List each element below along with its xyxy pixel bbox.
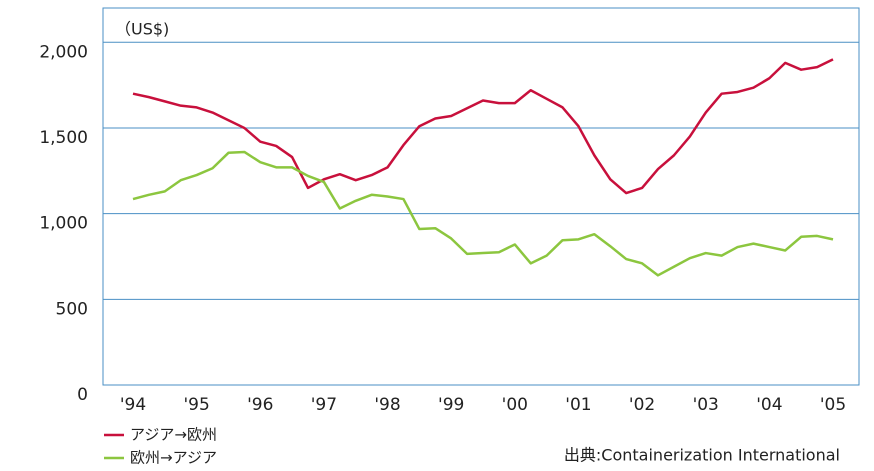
x-tick-label: '02 [629,395,655,415]
x-tick-label: '00 [502,395,528,415]
unit-label: （US$) [115,20,169,39]
y-tick-label: 500 [56,299,88,319]
x-tick-label: '03 [693,395,719,415]
x-tick-label: '05 [820,395,846,415]
x-tick-label: '95 [183,395,209,415]
plot-frame [102,7,860,386]
x-tick-label: '97 [311,395,337,415]
x-tick-label: '04 [756,395,782,415]
y-tick-label: 1,500 [39,128,88,148]
series-line [132,58,834,195]
x-tick-label: '94 [120,395,146,415]
source: 出典:Containerization International [564,446,840,465]
y-tick-label: 0 [77,385,88,405]
x-tick-label: '96 [247,395,273,415]
x-tick-label: '99 [438,395,464,415]
legend-label: アジア→欧州 [130,426,217,444]
y-tick-label: 2,000 [39,42,88,62]
x-tick-label: '01 [565,395,591,415]
series-line [132,150,834,277]
x-tick-label: '98 [374,395,400,415]
legend-label: 欧州→アジア [130,449,217,467]
y-tick-label: 1,000 [39,214,88,234]
